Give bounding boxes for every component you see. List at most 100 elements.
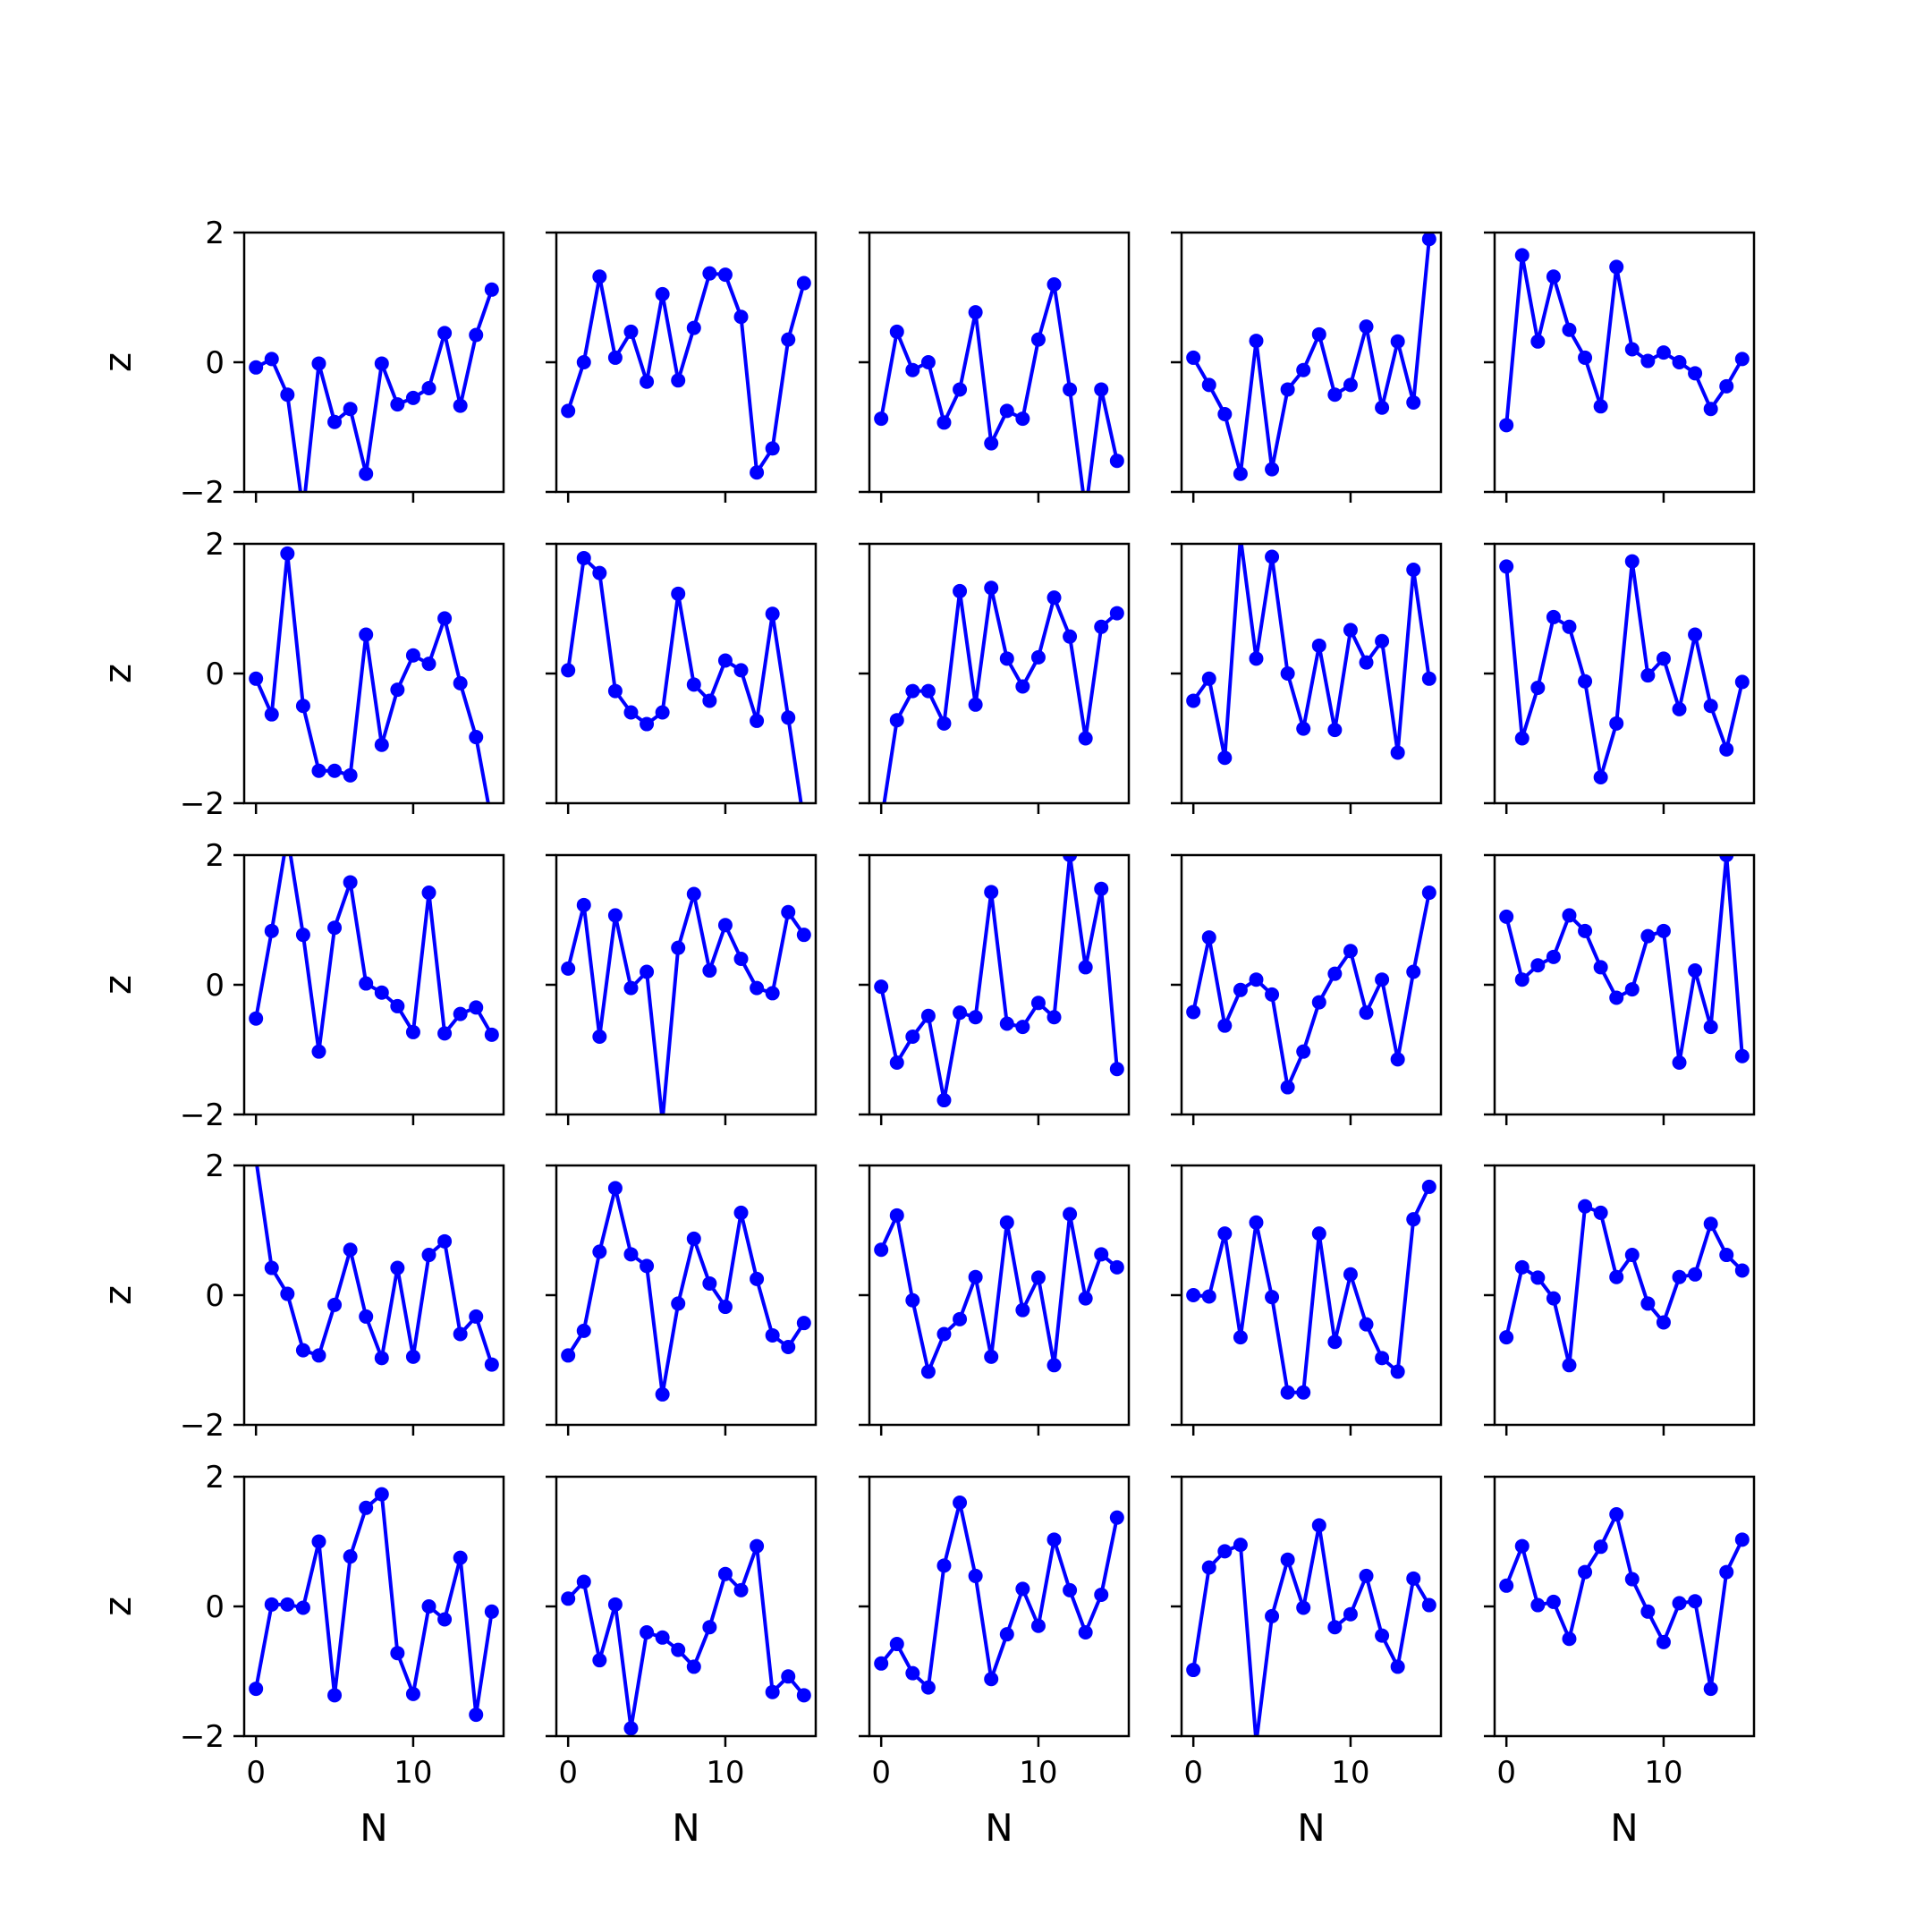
- data-point: [905, 1665, 920, 1681]
- data-point: [1578, 674, 1593, 689]
- data-point: [905, 1292, 920, 1308]
- data-point: [968, 697, 983, 712]
- data-point: [1499, 1578, 1514, 1593]
- data-point: [421, 657, 436, 672]
- data-point: [1499, 909, 1514, 924]
- x-tick-label: 0: [871, 1755, 891, 1791]
- y-tick-label: 0: [205, 968, 225, 1004]
- x-tick-label: 0: [246, 1755, 266, 1791]
- data-point: [1499, 418, 1514, 433]
- data-point: [311, 1534, 326, 1549]
- data-point: [484, 1357, 499, 1372]
- series-line: [254, 551, 490, 803]
- data-point: [327, 414, 343, 429]
- subplot-1-5: [1484, 231, 1756, 503]
- data-point: [374, 985, 389, 1000]
- x-tick-label: 10: [706, 1755, 744, 1791]
- data-point: [405, 1349, 420, 1364]
- data-point: [390, 1646, 405, 1661]
- data-point: [1609, 1507, 1624, 1522]
- data-point: [607, 1597, 623, 1612]
- data-point: [953, 382, 968, 397]
- y-tick-label: 2: [205, 1460, 225, 1496]
- data-point: [1734, 1263, 1750, 1278]
- data-point: [1719, 378, 1734, 394]
- data-point: [1624, 342, 1640, 357]
- data-point: [1015, 1302, 1030, 1318]
- data-point: [781, 710, 796, 725]
- y-axis-label: z: [96, 664, 140, 683]
- data-point: [781, 1340, 796, 1354]
- data-point: [1265, 462, 1280, 477]
- data-point: [1217, 407, 1233, 421]
- data-point: [1421, 671, 1436, 686]
- data-point: [1593, 399, 1608, 414]
- data-point: [968, 1269, 983, 1284]
- data-point: [1233, 1330, 1248, 1345]
- data-point: [1296, 362, 1311, 377]
- data-point: [607, 908, 623, 923]
- y-axis-label: z: [96, 975, 140, 995]
- data-point: [1030, 1618, 1046, 1633]
- subplot-5-4: 0 10N: [1171, 1475, 1443, 1850]
- data-point: [1094, 619, 1109, 634]
- axes-frame: [1180, 1475, 1443, 1738]
- y-tick-label: 2: [205, 216, 225, 251]
- data-point: [1296, 1044, 1311, 1059]
- data-point: [484, 282, 499, 297]
- data-point: [1593, 770, 1608, 784]
- subplot-1-4: [1171, 231, 1443, 503]
- data-point: [702, 963, 717, 979]
- data-point: [280, 1286, 295, 1301]
- axes-frame: [1493, 542, 1756, 805]
- data-point: [655, 705, 670, 720]
- data-point: [686, 320, 701, 335]
- data-point: [750, 465, 765, 480]
- data-point: [765, 1684, 780, 1699]
- data-point: [1079, 504, 1093, 519]
- data-point: [717, 653, 733, 668]
- data-point: [1640, 1296, 1656, 1311]
- data-point: [607, 683, 623, 699]
- subplot-4-1: −2 0 2 z: [96, 1148, 505, 1444]
- data-point: [359, 1309, 374, 1324]
- data-point: [733, 952, 749, 966]
- data-point: [295, 699, 310, 714]
- data-point: [796, 1316, 811, 1331]
- data-point: [1217, 1226, 1233, 1241]
- data-point: [1265, 1608, 1280, 1623]
- x-tick-label: 0: [558, 1755, 578, 1791]
- data-point: [936, 415, 952, 430]
- series-group: [874, 855, 1124, 1108]
- data-point: [968, 1568, 983, 1583]
- data-point: [1672, 355, 1687, 369]
- data-point: [1421, 233, 1436, 247]
- data-point: [421, 1599, 436, 1614]
- data-point: [953, 1311, 968, 1326]
- data-point: [781, 332, 796, 347]
- axes-frame: [868, 853, 1131, 1116]
- series-group: [1186, 1179, 1436, 1400]
- data-point: [1359, 1317, 1374, 1332]
- data-point: [1359, 1005, 1374, 1021]
- data-point: [1624, 1572, 1640, 1587]
- y-tick-label: −2: [180, 475, 225, 511]
- data-point: [264, 1597, 279, 1612]
- data-point: [920, 355, 936, 369]
- data-point: [1233, 466, 1248, 481]
- data-point: [1514, 248, 1530, 263]
- data-point: [781, 904, 796, 919]
- data-point: [984, 436, 999, 451]
- series-group: [1499, 554, 1750, 784]
- data-point: [686, 677, 701, 692]
- series-line: [566, 1186, 806, 1396]
- data-point: [1514, 972, 1530, 987]
- data-point: [671, 940, 686, 955]
- data-point: [1406, 1212, 1421, 1227]
- data-point: [655, 1630, 670, 1645]
- y-tick-label: 0: [205, 1278, 225, 1314]
- data-point: [889, 1208, 904, 1223]
- data-point: [1249, 1215, 1264, 1230]
- data-point: [797, 816, 811, 830]
